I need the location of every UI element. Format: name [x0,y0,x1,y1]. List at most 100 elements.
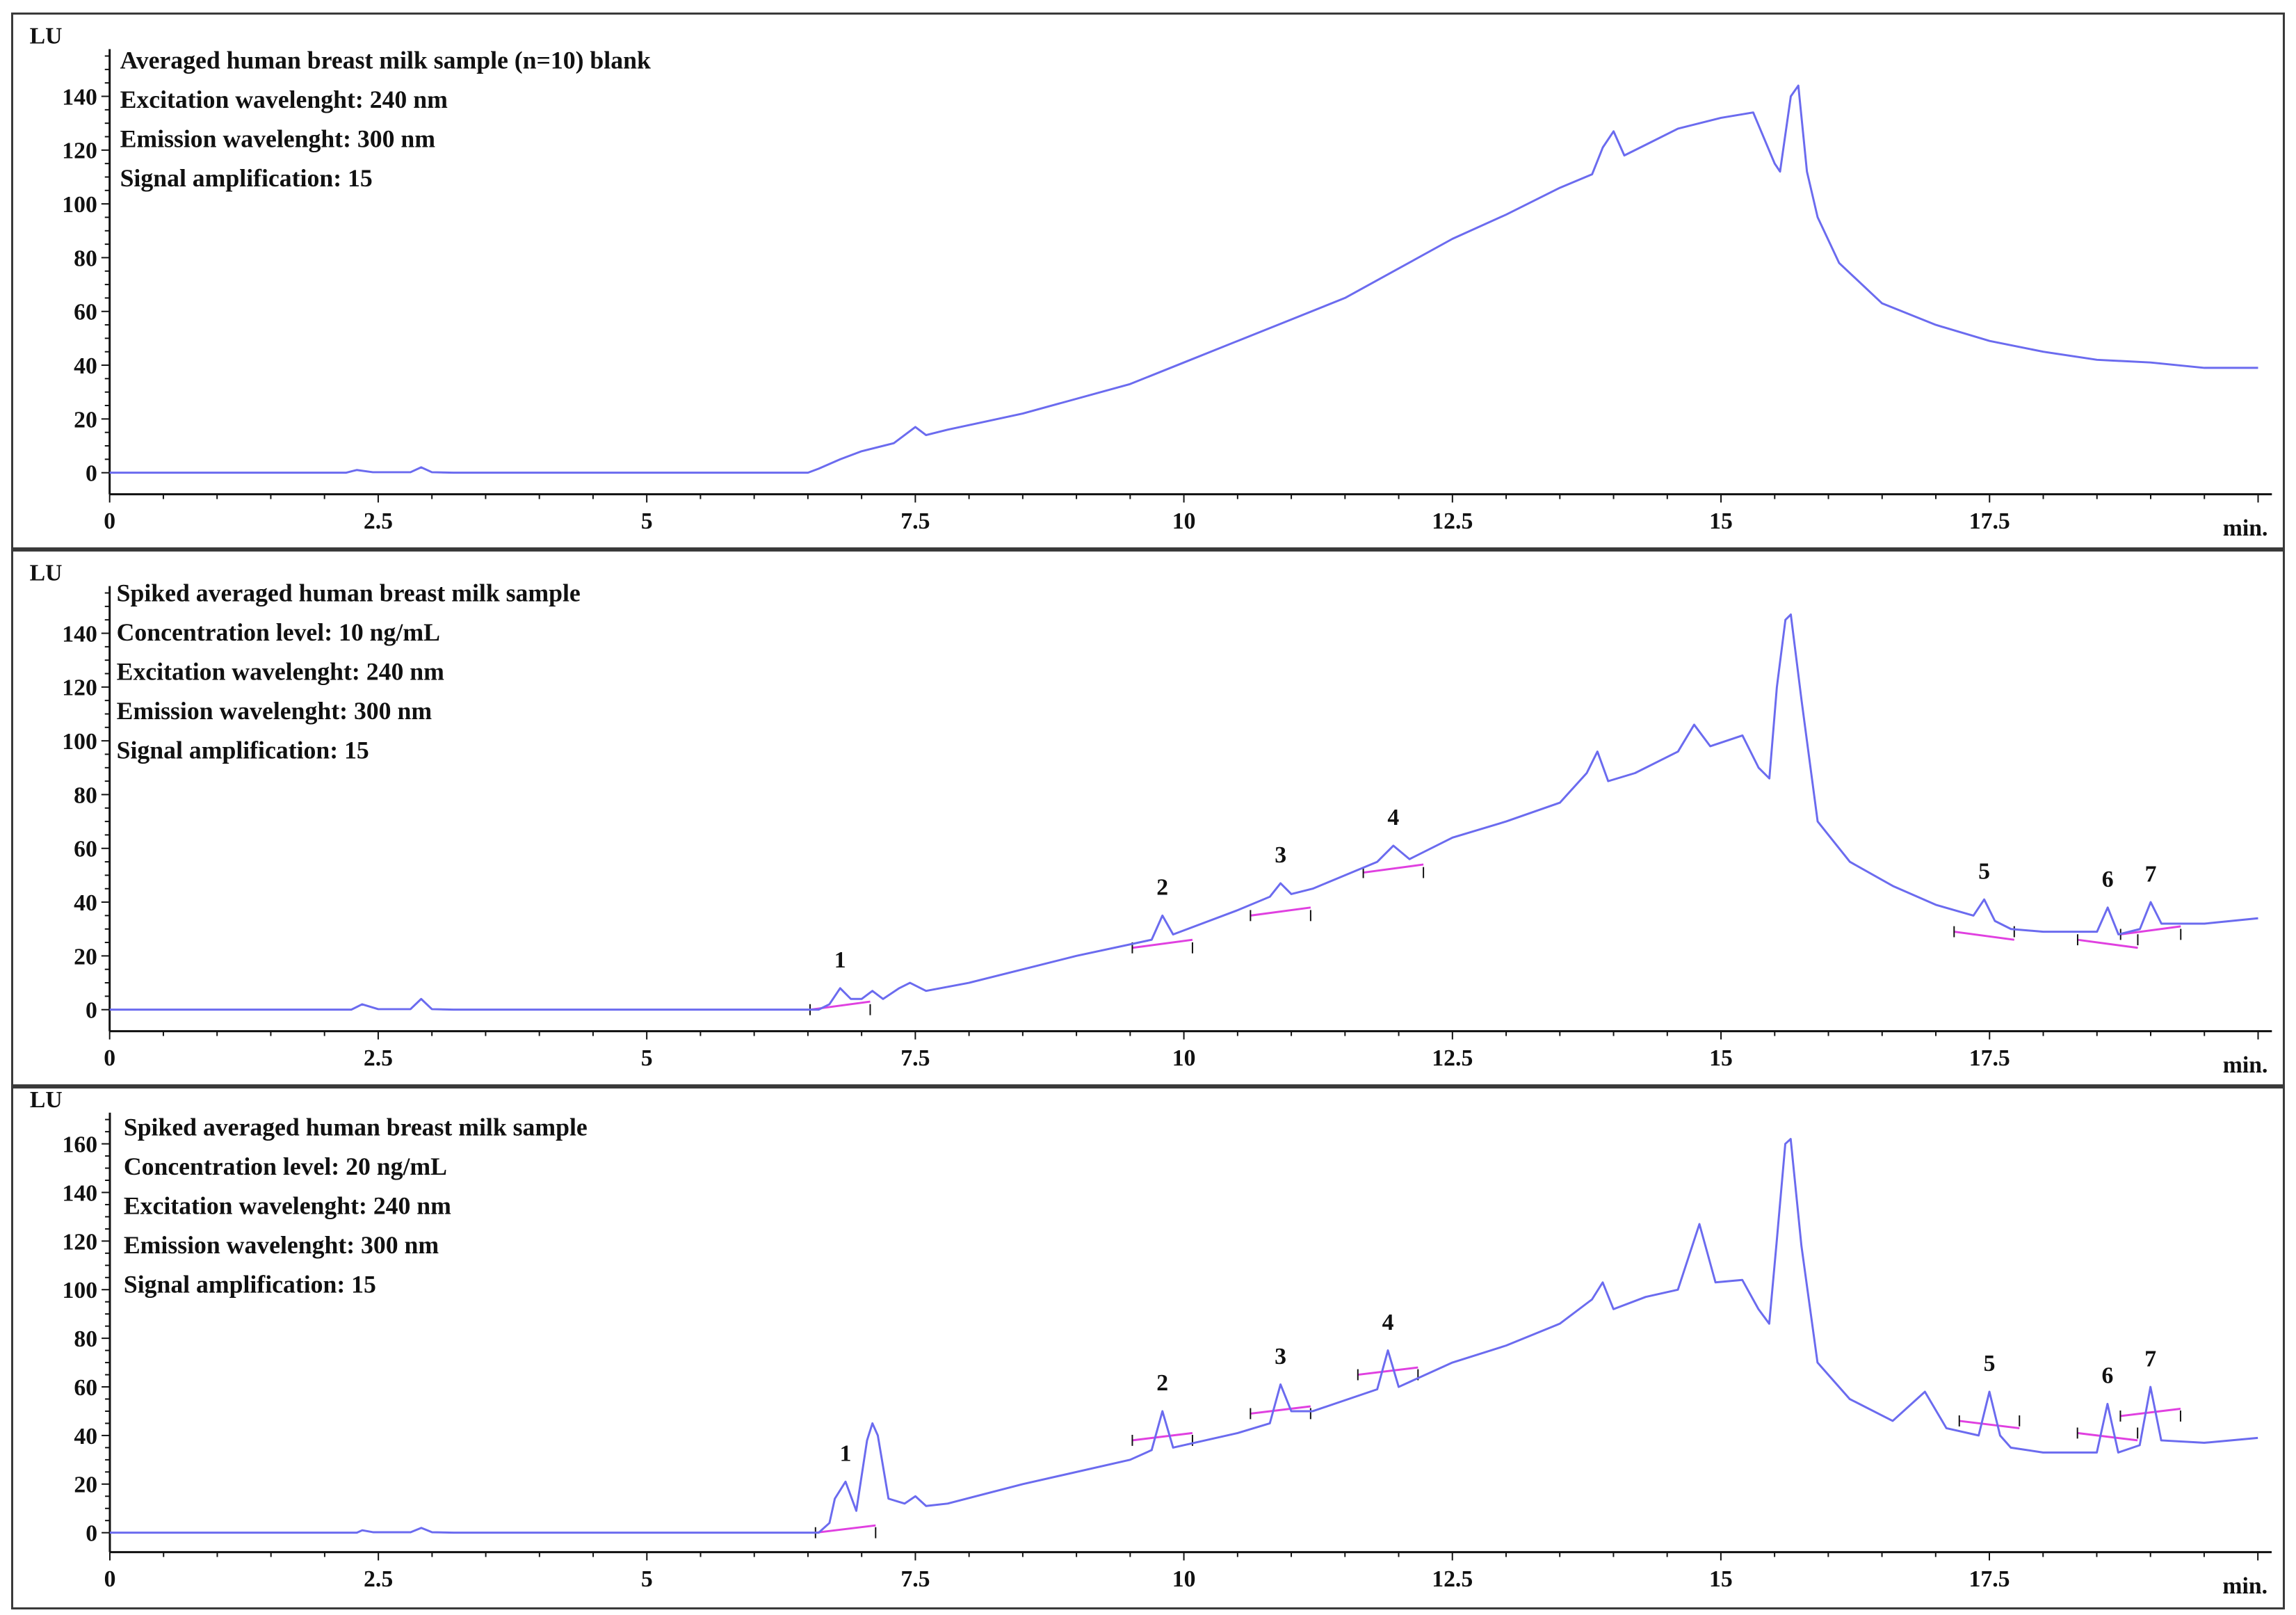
peak-baseline [1132,938,1193,949]
y-tick-label: 140 [62,621,97,647]
y-tick-label: 140 [63,1180,98,1206]
x-tick-label: 10 [1172,508,1196,534]
info-line: Emission wavelenght: 300 nm [124,1231,439,1259]
peak-label-2: 2 [1156,875,1168,901]
y-tick-label: 120 [62,675,97,701]
info-line: Averaged human breast milk sample (n=10)… [120,46,651,74]
chromatogram-trace [110,1138,2258,1534]
x-axis-unit: min. [2223,515,2268,541]
peak-baseline [1959,1420,2020,1429]
x-tick-label: 12.5 [1432,1566,1473,1592]
info-line: Excitation wavelenght: 240 nm [124,1192,451,1220]
y-tick-label: 40 [74,1424,97,1449]
peak-label-6: 6 [2101,1363,2113,1389]
info-line: Excitation wavelenght: 240 nm [117,658,445,686]
peak-baseline [1132,1431,1193,1442]
info-line: Excitation wavelenght: 240 nm [120,86,448,113]
y-tick-label: 80 [74,1326,97,1352]
x-tick-label: 2.5 [364,1566,393,1592]
x-axis-unit: min. [2223,1052,2268,1078]
x-tick-label: 15 [1709,1045,1733,1071]
peak-baseline [1357,1366,1418,1376]
y-tick-label: 160 [63,1132,98,1157]
y-tick-label: 120 [62,138,97,164]
y-tick-label: 20 [74,1472,97,1498]
x-tick-label: 0 [104,508,115,534]
x-tick-label: 12.5 [1432,1045,1473,1071]
info-line: Emission wavelenght: 300 nm [120,125,436,153]
y-tick-label: 60 [74,837,97,862]
peak-baseline [1363,863,1424,874]
x-tick-label: 7.5 [900,1045,930,1071]
x-tick-label: 17.5 [1969,508,2010,534]
info-line: Concentration level: 10 ng/mL [117,618,440,646]
x-tick-label: 7.5 [900,1566,930,1592]
x-tick-label: 2.5 [364,1045,393,1071]
peak-label-1: 1 [840,1441,852,1467]
chromatogram-20ng: LU min. 0 20 40 60 80 100 120 140 160 0 2.5 5 7.5 10 12.… [30,1087,2272,1599]
peak-label-4: 4 [1382,1310,1394,1335]
x-tick-label: 17.5 [1969,1566,2010,1592]
info-line: Signal amplification: 15 [120,164,373,192]
peak-label-7: 7 [2145,861,2157,887]
y-tick-label: 80 [74,782,97,808]
y-tick-label: 40 [74,890,97,916]
peak-label-2: 2 [1156,1370,1168,1396]
info-line: Concentration level: 20 ng/mL [124,1152,447,1180]
x-tick-label: 15 [1709,508,1733,534]
peak-label-7: 7 [2144,1346,2156,1372]
y-tick-label: 0 [86,461,97,487]
peak-baseline [2077,938,2138,949]
peak-label-4: 4 [1387,805,1399,830]
x-tick-label: 17.5 [1969,1045,2010,1071]
y-tick-label: 20 [74,944,97,970]
peak-baseline [2077,1431,2138,1442]
x-tick-label: 15 [1709,1566,1733,1592]
peak-label-6: 6 [2102,867,2114,892]
y-tick-label: 40 [74,353,97,379]
peak-label-5: 5 [1984,1351,1996,1376]
x-tick-label: 12.5 [1432,508,1473,534]
x-tick-label: 5 [641,1045,653,1071]
x-tick-label: 0 [104,1566,116,1592]
peak-baseline [2120,925,2181,935]
peak-label-3: 3 [1275,842,1286,868]
x-tick-label: 5 [641,508,653,534]
chromatogram-trace [109,613,2258,1011]
info-line: Spiked averaged human breast milk sample [124,1113,588,1141]
x-tick-label: 10 [1172,1566,1196,1592]
y-tick-label: 100 [63,1278,98,1303]
chromatogram-panel-20ng: LU min. 0 20 40 60 80 100 120 140 160 0 2.5 5 7.5 10 12.… [11,1086,2285,1609]
peak-baseline [815,1524,876,1534]
peak-baseline [1954,931,2015,941]
chromatogram-panel-10ng: LU min. 0 20 40 60 80 100 120 140 0 2.5 5 7.5 10 12.5 15… [11,549,2285,1086]
y-tick-label: 80 [74,246,97,271]
y-tick-label: 140 [62,84,97,110]
info-line: Signal amplification: 15 [124,1271,376,1299]
y-tick-label: 60 [74,1375,97,1401]
y-tick-label: 100 [62,192,97,218]
peak-label-5: 5 [1978,858,1990,884]
y-axis-unit: LU [30,1087,63,1113]
peak-label-3: 3 [1275,1344,1286,1369]
y-tick-label: 60 [74,300,97,326]
y-tick-label: 100 [62,729,97,755]
peak-baseline [1250,1405,1311,1415]
x-tick-label: 10 [1172,1045,1196,1071]
x-axis-unit: min. [2222,1573,2267,1599]
x-tick-label: 2.5 [364,508,393,534]
chromatogram-panel-blank: LU min. 0 20 40 60 80 100 120 140 0 2.5 5 7.5 10 12.5 15… [11,13,2285,549]
y-axis-unit: LU [30,24,63,49]
y-tick-label: 0 [86,1521,97,1547]
peak-label-1: 1 [834,947,846,973]
x-tick-label: 0 [104,1045,115,1071]
y-tick-label: 20 [74,407,97,433]
x-tick-label: 5 [641,1566,653,1592]
chromatogram-blank: LU min. 0 20 40 60 80 100 120 140 0 2.5 5 7.5 10 12.5 15… [30,24,2272,541]
peak-baseline [2120,1407,2181,1417]
info-line: Signal amplification: 15 [117,737,369,764]
y-tick-label: 0 [86,998,97,1024]
info-line: Emission wavelenght: 300 nm [117,697,432,725]
chromatogram-trace [109,84,2258,474]
